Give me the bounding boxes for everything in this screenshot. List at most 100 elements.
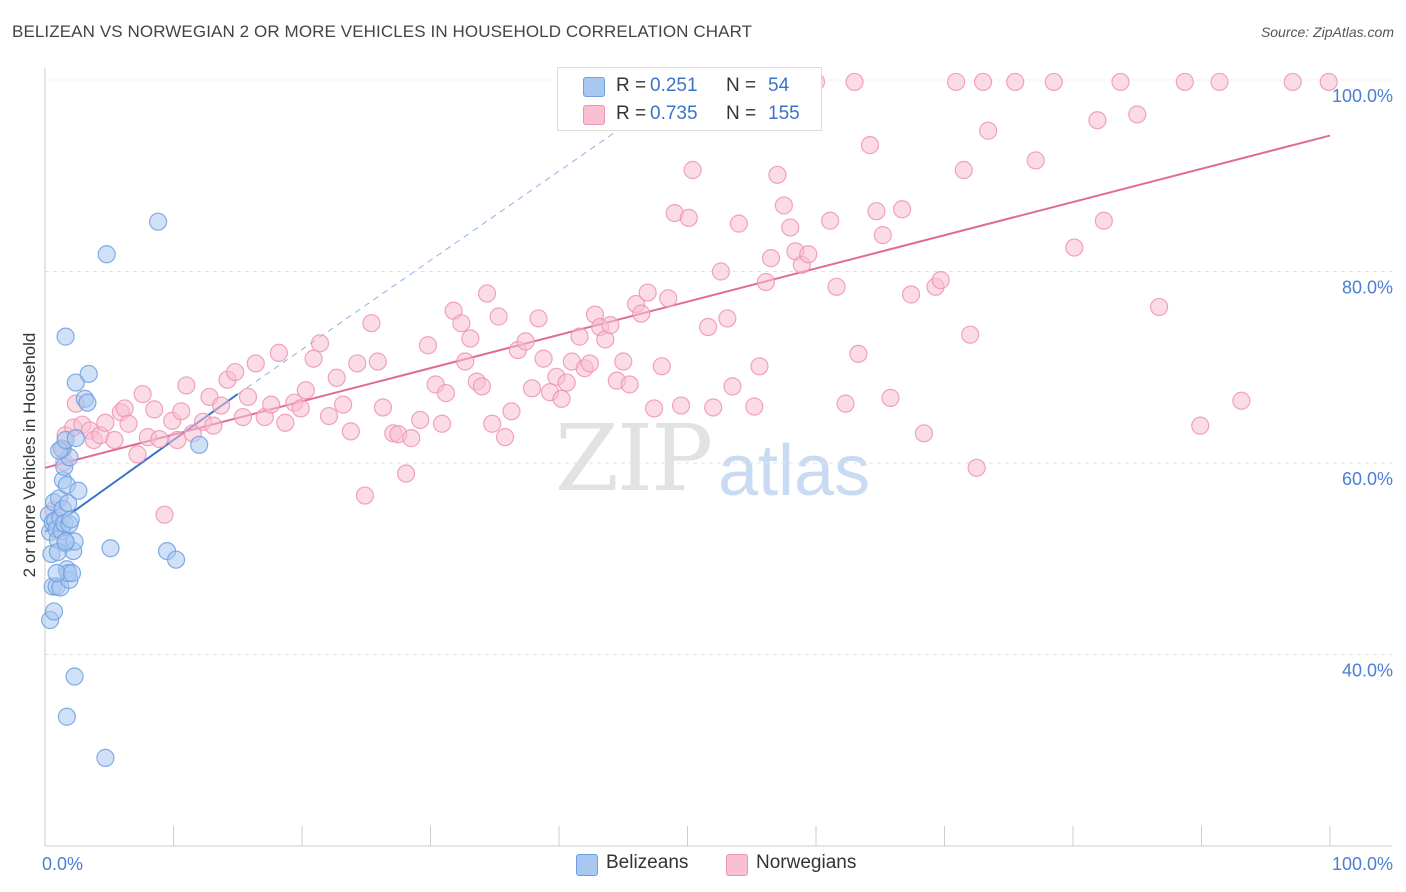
point-norwegians bbox=[761, 248, 781, 268]
y-tick-label: 100.0% bbox=[1332, 86, 1393, 106]
point-norwegians bbox=[472, 377, 491, 396]
point-norwegians bbox=[1111, 72, 1130, 92]
y-tick-label: 80.0% bbox=[1342, 278, 1393, 298]
point-norwegians bbox=[246, 354, 265, 373]
point-norwegians bbox=[402, 429, 421, 448]
point-belizeans bbox=[62, 564, 82, 583]
point-norwegians bbox=[580, 354, 599, 373]
point-norwegians bbox=[1006, 72, 1025, 92]
point-norwegians bbox=[729, 214, 749, 233]
point-norwegians bbox=[979, 121, 998, 140]
point-norwegians bbox=[652, 357, 671, 376]
point-belizeans bbox=[166, 550, 186, 569]
point-norwegians bbox=[704, 398, 723, 417]
point-norwegians bbox=[436, 384, 456, 403]
point-belizeans bbox=[190, 435, 209, 454]
stats-legend: R = 0.251 N = 54 R = 0.735 N = 155 bbox=[557, 67, 822, 131]
point-belizeans bbox=[56, 327, 75, 346]
point-norwegians bbox=[452, 314, 471, 333]
point-norwegians bbox=[931, 271, 950, 290]
bottom-legend-swatch-norwegians bbox=[726, 854, 748, 876]
legend-r-value: 0.735 bbox=[650, 103, 698, 124]
point-norwegians bbox=[750, 357, 769, 376]
point-norwegians bbox=[133, 384, 152, 404]
point-norwegians bbox=[671, 396, 691, 415]
point-norwegians bbox=[204, 416, 223, 435]
point-norwegians bbox=[334, 395, 353, 414]
point-norwegians bbox=[1283, 72, 1302, 92]
point-norwegians bbox=[155, 505, 174, 524]
point-norwegians bbox=[411, 410, 430, 430]
point-norwegians bbox=[355, 486, 375, 505]
point-norwegians bbox=[679, 208, 698, 227]
watermark-zip: ZIP bbox=[555, 405, 713, 512]
point-norwegians bbox=[211, 396, 231, 415]
point-norwegians bbox=[262, 395, 281, 414]
point-norwegians bbox=[620, 375, 639, 394]
point-norwegians bbox=[456, 352, 475, 371]
point-belizeans bbox=[148, 212, 168, 231]
point-norwegians bbox=[849, 344, 868, 363]
source-label: Source: ZipAtlas.com bbox=[1260, 24, 1394, 40]
point-norwegians bbox=[432, 414, 452, 433]
point-belizeans bbox=[97, 245, 116, 264]
point-norwegians bbox=[489, 307, 508, 326]
point-norwegians bbox=[362, 314, 381, 333]
x-tick-label: 100.0% bbox=[1332, 854, 1393, 874]
legend-r-label: R = bbox=[616, 75, 647, 96]
point-norwegians bbox=[644, 399, 664, 418]
bottom-legend-label-belizeans: Belizeans bbox=[606, 852, 689, 873]
point-norwegians bbox=[233, 407, 252, 427]
point-norwegians bbox=[1044, 72, 1063, 92]
bottom-legend-swatch-belizeans bbox=[576, 854, 598, 876]
point-norwegians bbox=[774, 196, 793, 215]
watermark-atlas: atlas bbox=[718, 431, 871, 511]
point-norwegians bbox=[529, 309, 548, 328]
point-belizeans bbox=[79, 364, 98, 384]
point-norwegians bbox=[168, 430, 187, 450]
point-norwegians bbox=[745, 397, 764, 416]
point-norwegians bbox=[291, 399, 310, 418]
point-norwegians bbox=[368, 352, 387, 371]
point-belizeans bbox=[44, 602, 64, 621]
point-belizeans bbox=[101, 539, 120, 558]
point-norwegians bbox=[827, 277, 846, 296]
point-norwegians bbox=[1065, 238, 1084, 257]
point-norwegians bbox=[836, 394, 855, 413]
legend-n-value: 155 bbox=[768, 103, 800, 124]
point-norwegians bbox=[768, 165, 787, 184]
point-norwegians bbox=[483, 414, 502, 433]
point-belizeans bbox=[66, 429, 85, 448]
chart-title: BELIZEAN VS NORWEGIAN 2 OR MORE VEHICLES… bbox=[12, 22, 753, 41]
point-belizeans bbox=[78, 393, 97, 412]
gridlines bbox=[45, 79, 1392, 655]
point-norwegians bbox=[373, 398, 393, 417]
trend-extension-belizeans bbox=[237, 108, 650, 395]
point-norwegians bbox=[860, 136, 880, 155]
point-norwegians bbox=[1149, 297, 1169, 317]
point-norwegians bbox=[973, 72, 993, 92]
point-norwegians bbox=[1232, 391, 1251, 410]
point-norwegians bbox=[502, 402, 521, 421]
point-norwegians bbox=[557, 373, 576, 392]
point-norwegians bbox=[516, 332, 535, 351]
point-norwegians bbox=[348, 354, 367, 373]
legend-n-label: N = bbox=[726, 103, 757, 124]
point-norwegians bbox=[495, 428, 515, 447]
point-norwegians bbox=[552, 389, 571, 408]
point-norwegians bbox=[756, 272, 775, 292]
point-norwegians bbox=[1319, 72, 1338, 92]
point-norwegians bbox=[310, 334, 330, 353]
point-norwegians bbox=[867, 202, 886, 221]
point-norwegians bbox=[799, 245, 818, 264]
point-norwegians bbox=[946, 72, 966, 92]
point-norwegians bbox=[119, 414, 138, 433]
bottom-legend-label-norwegians: Norwegians bbox=[756, 852, 857, 873]
axes bbox=[44, 68, 1392, 847]
point-norwegians bbox=[570, 327, 589, 346]
point-belizeans bbox=[56, 532, 75, 551]
point-norwegians bbox=[115, 399, 134, 418]
point-norwegians bbox=[1094, 211, 1113, 230]
point-norwegians bbox=[659, 289, 678, 308]
